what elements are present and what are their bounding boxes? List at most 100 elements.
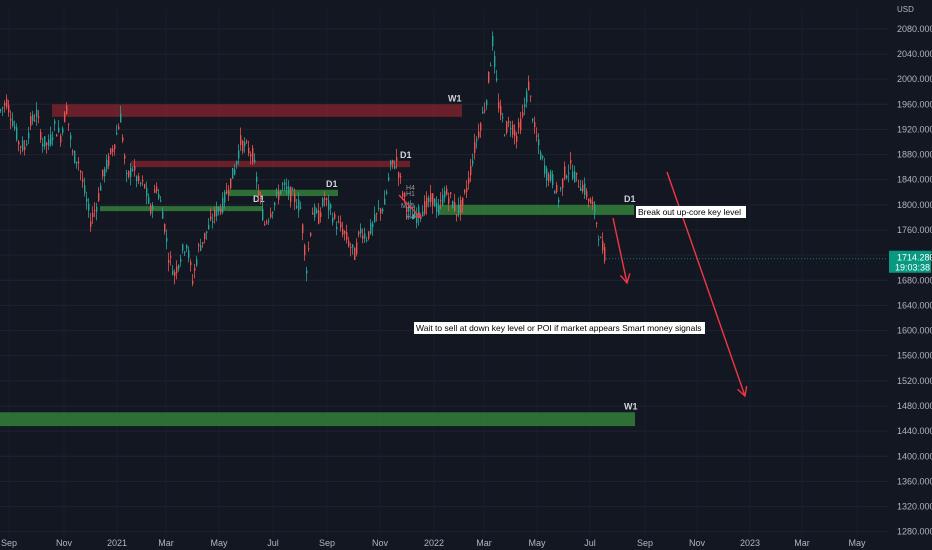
arrow-head: [619, 273, 631, 285]
timeframe-label: H4: [406, 185, 415, 192]
candle-body: [546, 168, 548, 181]
price-tick: 1800.000: [897, 200, 932, 210]
candle-body: [262, 208, 264, 221]
candle-body: [188, 250, 190, 258]
candle-body: [408, 206, 410, 212]
candle-body: [144, 184, 146, 188]
candle-body: [314, 206, 316, 218]
annotation-box: [414, 322, 705, 334]
candle-body: [542, 156, 544, 158]
candle-body: [526, 91, 528, 103]
price-tick: 1960.000: [897, 99, 932, 109]
zone-label: D1: [326, 179, 338, 189]
candle-body: [20, 146, 22, 148]
candle-body: [182, 244, 184, 251]
candle-body: [242, 141, 244, 152]
candle-body: [430, 193, 432, 202]
candle-body: [586, 190, 588, 198]
candle-body: [600, 237, 602, 239]
candle-body: [160, 200, 162, 202]
candle-body: [594, 204, 596, 214]
candle-body: [524, 104, 526, 108]
arrows: [398, 171, 748, 398]
candle-body: [514, 130, 516, 137]
candle-body: [548, 174, 550, 182]
candle-body: [412, 215, 414, 220]
candle-body: [406, 207, 408, 213]
candle-body: [598, 239, 600, 241]
candle-body: [66, 105, 68, 114]
timeframe-label: H1: [406, 191, 415, 198]
candle-body: [424, 201, 426, 214]
candle-body: [146, 188, 148, 197]
time-axis[interactable]: Sep Nov 2021 Mar May Jul Sep Nov 2022 Mar May Jul Se…: [1, 538, 866, 548]
candle-body: [76, 161, 78, 164]
candle-body: [348, 240, 350, 247]
candle-body: [310, 233, 312, 236]
candle-body: [402, 192, 404, 197]
candle-body: [198, 244, 200, 246]
price-tick: 1880.000: [897, 150, 932, 160]
candle-body: [168, 260, 170, 263]
candle-body: [404, 192, 406, 197]
candle-body: [154, 189, 156, 193]
candle-body: [438, 205, 440, 214]
sell-arrow: [612, 217, 628, 284]
candle-body: [322, 198, 324, 206]
candle-body: [488, 72, 490, 83]
candle-body: [432, 193, 434, 206]
candle-body: [44, 136, 46, 147]
candle-body: [268, 220, 270, 222]
zone-label: W1: [624, 401, 638, 411]
candle-body: [18, 141, 20, 145]
time-tick: Jul: [267, 538, 279, 548]
candle-body: [350, 246, 352, 249]
candle-body: [174, 272, 176, 276]
candle-body: [584, 183, 586, 195]
candle-body: [390, 160, 392, 165]
candle-body: [368, 231, 370, 239]
candle-body: [344, 231, 346, 234]
candle-body: [456, 214, 458, 216]
candle-body: [578, 186, 580, 188]
price-tick: 1760.000: [897, 225, 932, 235]
candle-body: [118, 126, 120, 130]
annotation-text: Break out up-core key level: [638, 207, 741, 217]
time-tick: Nov: [689, 538, 706, 548]
candle-body: [16, 127, 18, 140]
timeframe-label: H4: [406, 214, 415, 221]
candle-body: [354, 247, 356, 261]
candle-body: [482, 111, 484, 114]
candle-body: [122, 137, 124, 142]
demand-zone: [100, 206, 263, 212]
candle-body: [414, 210, 416, 219]
candle-body: [540, 152, 542, 160]
candle-body: [422, 211, 424, 217]
candle-body: [222, 197, 224, 213]
demand-zone: [228, 189, 338, 197]
candle-body: [454, 202, 456, 211]
candle-body: [484, 109, 486, 112]
candle-body: [572, 171, 574, 179]
candle-body: [34, 120, 36, 122]
time-tick: Sep: [1, 538, 17, 548]
candle-body: [80, 170, 82, 173]
candle-body: [536, 135, 538, 137]
candle-body: [388, 177, 390, 181]
candle-body: [592, 201, 594, 205]
candle-body: [180, 258, 182, 262]
candle-body: [70, 135, 72, 140]
candle-body: [244, 142, 246, 147]
candle-body: [30, 116, 32, 126]
candle-body: [220, 208, 222, 214]
candle-body: [552, 174, 554, 185]
candle-body: [272, 212, 274, 214]
last-price-value: 1714.280: [897, 253, 932, 263]
candle-body: [86, 198, 88, 202]
candle-body: [532, 118, 534, 121]
candle-body: [104, 168, 106, 177]
candle-body: [516, 135, 518, 142]
candle-body: [298, 199, 300, 211]
price-axis[interactable]: 1280.000 1320.000 1360.000 1400.000 1440.000…: [897, 24, 932, 537]
